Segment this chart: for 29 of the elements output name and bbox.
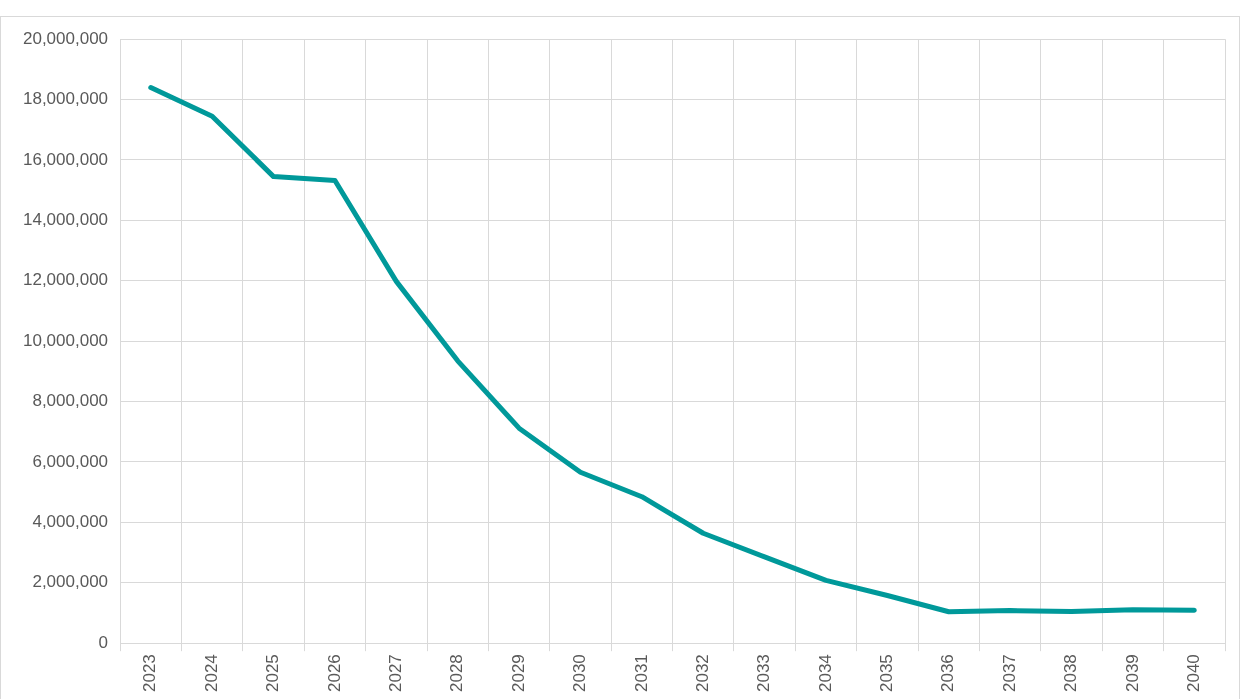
y-tick-label: 10,000,000 bbox=[22, 330, 109, 350]
x-tick-label: 2039 bbox=[1122, 654, 1142, 693]
x-tick-label: 2030 bbox=[570, 654, 590, 693]
x-tick-label: 2036 bbox=[938, 654, 958, 693]
x-tick-label: 2028 bbox=[447, 654, 467, 693]
x-tick-label: 2037 bbox=[999, 654, 1019, 693]
y-tick-label: 2,000,000 bbox=[32, 572, 109, 592]
x-tick-label: 2035 bbox=[877, 654, 897, 693]
y-tick-label: 0 bbox=[98, 632, 109, 652]
x-tick-label: 2040 bbox=[1184, 654, 1203, 693]
x-tick-label: 2025 bbox=[263, 654, 283, 693]
x-tick-label: 2029 bbox=[508, 654, 528, 693]
x-tick-label: 2038 bbox=[1061, 654, 1081, 693]
y-tick-label: 12,000,000 bbox=[22, 270, 109, 290]
x-tick-label: 2027 bbox=[386, 654, 405, 693]
y-tick-label: 6,000,000 bbox=[32, 451, 109, 471]
x-tick-label: 2024 bbox=[201, 654, 221, 693]
y-tick-label: 4,000,000 bbox=[32, 512, 109, 532]
x-tick-label: 2026 bbox=[324, 654, 344, 693]
y-tick-label: 20,000,000 bbox=[22, 28, 109, 48]
y-tick-label: 14,000,000 bbox=[22, 210, 109, 230]
x-tick-label: 2031 bbox=[631, 654, 651, 693]
y-tick-label: 18,000,000 bbox=[22, 89, 109, 109]
x-tick-label: 2032 bbox=[692, 654, 712, 693]
x-tick-label: 2033 bbox=[754, 654, 774, 693]
x-tick-label: 2034 bbox=[815, 654, 835, 693]
y-tick-label: 8,000,000 bbox=[32, 391, 109, 411]
y-tick-label: 16,000,000 bbox=[22, 149, 109, 169]
x-tick-label: 2023 bbox=[140, 654, 160, 693]
